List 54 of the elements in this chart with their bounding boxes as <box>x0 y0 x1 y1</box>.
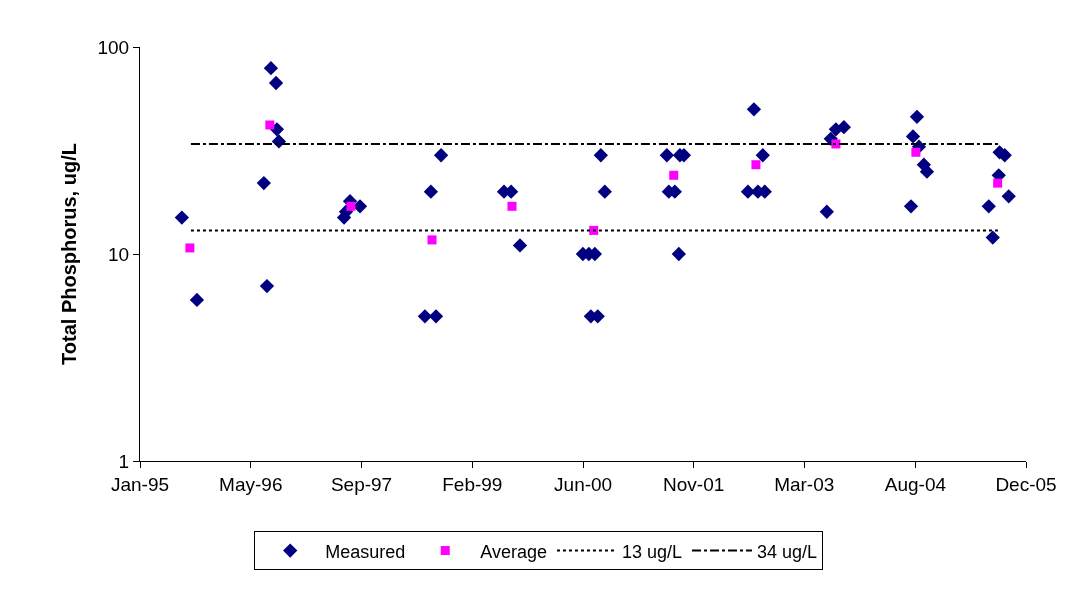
point <box>671 246 686 262</box>
point <box>507 201 517 211</box>
point <box>905 129 921 144</box>
point <box>669 170 679 180</box>
point <box>185 243 195 253</box>
point <box>589 225 599 235</box>
x-tick-label: Aug-04 <box>884 473 947 495</box>
point <box>903 199 919 214</box>
point <box>836 120 852 135</box>
point <box>985 230 1000 245</box>
point <box>259 278 275 294</box>
point <box>981 199 996 214</box>
point <box>819 204 834 219</box>
x-tick-label: Mar-03 <box>774 473 835 495</box>
point <box>174 210 190 225</box>
point <box>593 148 608 163</box>
legend-label: Average <box>480 541 547 562</box>
point <box>423 184 439 199</box>
y-tick-label: 100 <box>97 36 130 58</box>
point <box>1001 189 1016 204</box>
x-tick-label: Sep-97 <box>330 473 393 495</box>
point <box>993 178 1003 188</box>
point <box>256 175 271 191</box>
point <box>911 147 921 157</box>
point <box>919 164 935 179</box>
point <box>189 292 205 308</box>
point <box>265 120 275 130</box>
legend-label: 13 ug/L <box>621 541 683 562</box>
point <box>268 75 284 91</box>
point <box>427 235 437 245</box>
x-tick-label: Dec-05 <box>995 473 1057 495</box>
point <box>751 160 761 170</box>
point <box>597 184 612 199</box>
x-tick-label: Feb-99 <box>442 473 503 495</box>
point <box>755 148 770 163</box>
x-tick-label: May-96 <box>219 473 283 495</box>
point <box>263 61 279 76</box>
point <box>269 122 285 137</box>
y-tick-label: 1 <box>118 450 130 472</box>
x-tick-label: Nov-01 <box>663 473 725 495</box>
y-axis-title: Total Phosphorus, ug/L <box>58 143 80 365</box>
point <box>433 148 449 163</box>
point <box>428 309 444 324</box>
legend-label: 34 ug/L <box>757 541 818 562</box>
point <box>746 102 762 117</box>
point <box>909 109 925 124</box>
x-tick-label: Jun-00 <box>554 473 613 495</box>
point <box>659 148 675 163</box>
x-tick-label: Jan-95 <box>110 473 170 495</box>
y-tick-label: 10 <box>108 243 130 265</box>
point <box>831 139 841 149</box>
point <box>512 238 528 253</box>
point <box>417 309 433 324</box>
legend-label: Measured <box>325 541 406 562</box>
